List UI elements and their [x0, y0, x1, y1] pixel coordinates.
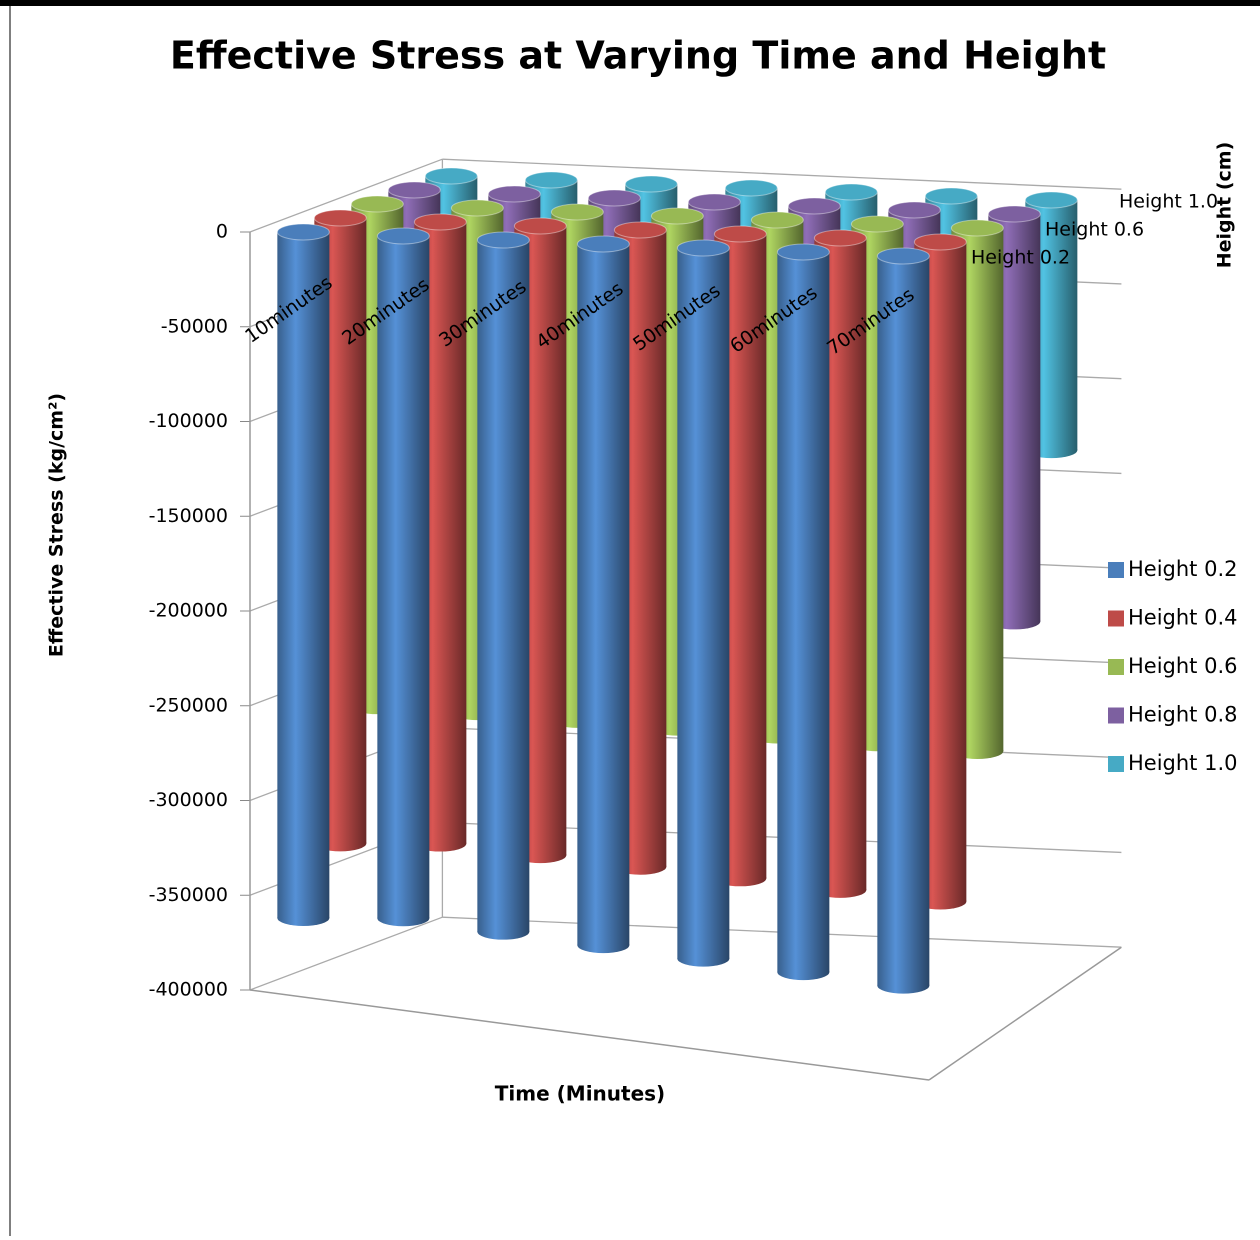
- bar-top: [450, 199, 504, 217]
- bar-top: [387, 181, 441, 199]
- bar: [277, 232, 330, 918]
- legend-swatch: [1108, 562, 1124, 578]
- grid-line: [442, 158, 1122, 190]
- legend-label: Height 0.6: [1128, 654, 1238, 678]
- bar-top: [313, 209, 367, 227]
- bar-top: [350, 195, 404, 213]
- bar-top: [487, 185, 541, 203]
- bar-top: [950, 219, 1004, 237]
- bar-top: [876, 247, 930, 265]
- bar-top: [376, 227, 430, 245]
- bar: [377, 236, 430, 919]
- x-axis-title: Time (Minutes): [495, 1082, 665, 1106]
- y-tick-label: -300000: [149, 789, 228, 811]
- bar: [577, 244, 630, 946]
- y-tick-label: -50000: [161, 315, 228, 337]
- bar-top: [824, 183, 878, 201]
- bar-top: [887, 201, 941, 219]
- grid-line: [249, 916, 443, 991]
- legend-swatch: [1108, 707, 1124, 724]
- bar-top: [524, 171, 578, 189]
- legend-swatch: [1108, 610, 1124, 627]
- legend-label: Height 0.8: [1128, 703, 1238, 727]
- bar-top: [613, 221, 667, 239]
- y-tick-label: -350000: [149, 884, 228, 906]
- bar-top: [713, 225, 767, 243]
- bar-top: [650, 207, 704, 225]
- bar: [477, 240, 530, 932]
- y-tick-label: -200000: [149, 600, 228, 622]
- y-axis-title: Effective Stress (kg/cm²): [46, 393, 68, 657]
- bar-top: [787, 197, 841, 215]
- legend-label: Height 0.2: [1128, 557, 1238, 581]
- bar-top: [476, 231, 530, 249]
- z-axis-title: Height (cm): [1214, 142, 1236, 269]
- bar-top: [687, 193, 741, 211]
- bar-top: [850, 215, 904, 233]
- bar-top: [987, 205, 1041, 223]
- bar-top: [513, 217, 567, 235]
- bar: [677, 248, 730, 959]
- z-tick-label: Height 0.6: [1045, 219, 1144, 241]
- bar-top: [276, 223, 330, 241]
- legend-swatch: [1108, 756, 1124, 772]
- bar-top: [913, 233, 967, 251]
- legend-label: Height 0.4: [1128, 606, 1238, 630]
- floor-side: [928, 946, 1122, 1081]
- bar: [877, 256, 930, 986]
- y-tick-label: -400000: [149, 979, 228, 1001]
- bar-top: [413, 213, 467, 231]
- bar-top: [724, 179, 778, 197]
- chart-title: Effective Stress at Varying Time and Hei…: [170, 34, 1106, 78]
- grid-line: [249, 158, 443, 233]
- bar-top: [550, 203, 604, 221]
- bar: [777, 252, 830, 973]
- y-tick-label: 0: [216, 221, 228, 243]
- legend-label: Height 1.0: [1128, 751, 1238, 775]
- y-tick-label: -100000: [149, 410, 228, 432]
- bar-top: [676, 239, 730, 257]
- y-tick-label: -150000: [149, 505, 228, 527]
- bar-top: [750, 211, 804, 229]
- legend-swatch: [1108, 659, 1124, 675]
- bar-top: [587, 189, 641, 207]
- z-tick-label: Height 0.2: [971, 247, 1070, 269]
- z-tick-label: Height 1.0: [1119, 191, 1218, 213]
- bar-top: [424, 167, 478, 185]
- floor-front: [249, 989, 930, 1081]
- bar-top: [624, 175, 678, 193]
- bar-top: [813, 229, 867, 247]
- bar-top: [576, 235, 630, 253]
- y-tick-label: -250000: [149, 694, 228, 716]
- bar-top: [924, 187, 978, 205]
- bar-top: [776, 243, 830, 261]
- bar-top: [1024, 191, 1078, 209]
